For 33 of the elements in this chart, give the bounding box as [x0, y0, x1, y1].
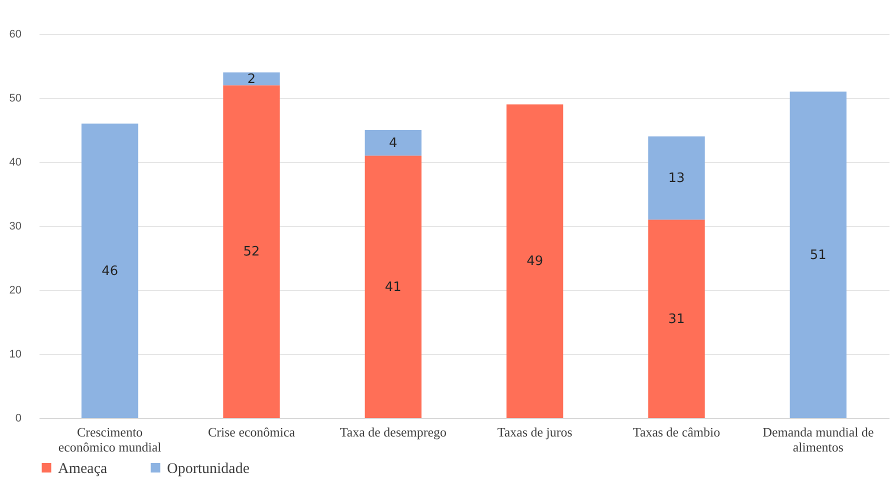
- bar: [648, 220, 705, 418]
- x-tick-label: Taxa de desemprego: [340, 424, 446, 440]
- bar: [364, 130, 422, 156]
- data-label: 4: [389, 136, 398, 151]
- data-label: 51: [810, 248, 826, 263]
- y-tick-label: 30: [9, 220, 22, 232]
- bar: [223, 85, 280, 418]
- y-tick-label: 20: [9, 284, 22, 296]
- data-label: 49: [526, 254, 544, 270]
- x-tick-label: Demanda mundial de alimentos: [762, 424, 874, 454]
- y-tick-label: 50: [9, 92, 22, 104]
- bar: [364, 156, 422, 418]
- y-tick-label: 60: [9, 28, 22, 40]
- y-tick-label: 0: [15, 412, 22, 424]
- y-tick-label: 10: [9, 348, 22, 360]
- data-label: 31: [668, 312, 685, 327]
- data-label: 13: [668, 171, 685, 186]
- data-label: 2: [247, 72, 256, 87]
- bar: [648, 136, 705, 220]
- bar: [223, 72, 280, 86]
- x-tick-label: Taxas de câmbio: [632, 424, 720, 440]
- data-label: 52: [243, 244, 260, 260]
- legend-label: Ameaça: [58, 460, 108, 477]
- x-tick-label: Crise econômica: [208, 424, 296, 440]
- bar: [506, 104, 564, 418]
- bar: [82, 124, 138, 418]
- x-tick-label: Taxas de juros: [497, 424, 572, 440]
- data-label: 46: [102, 264, 118, 279]
- bar: [790, 92, 846, 418]
- legend-label: Oportunidade: [167, 460, 250, 477]
- y-tick-label: 40: [9, 156, 22, 168]
- data-label: 41: [384, 280, 402, 295]
- x-tick-label: Crescimento econômico mundial: [58, 424, 162, 454]
